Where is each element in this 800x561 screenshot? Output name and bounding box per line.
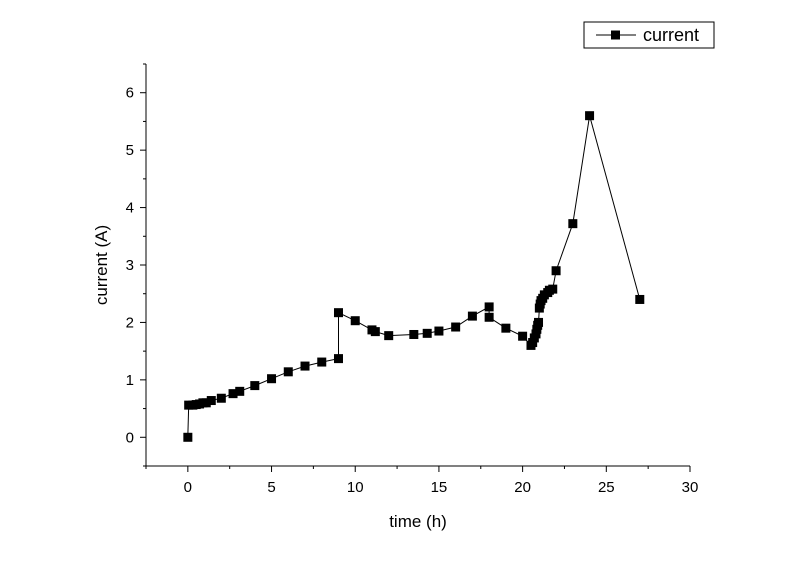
y-tick-label: 3 [126, 257, 134, 274]
x-tick-label: 25 [598, 479, 615, 496]
y-axis-title: current (A) [92, 225, 111, 305]
legend-label: current [643, 25, 699, 45]
data-point [350, 316, 360, 326]
y-tick-label: 2 [126, 314, 134, 331]
data-point [370, 327, 380, 337]
data-point [267, 374, 277, 384]
data-point [422, 328, 432, 338]
x-tick-label: 0 [184, 479, 192, 496]
data-point [206, 396, 216, 406]
data-point [635, 294, 645, 304]
data-point [518, 331, 528, 341]
x-tick-label: 5 [267, 479, 275, 496]
data-point [484, 302, 494, 312]
data-point [484, 312, 494, 322]
data-point [501, 323, 511, 333]
y-tick-label: 0 [126, 429, 134, 446]
x-tick-label: 20 [514, 479, 531, 496]
data-point [235, 386, 245, 396]
data-point [409, 329, 419, 339]
data-point [551, 266, 561, 276]
data-point [534, 317, 544, 327]
y-tick-label: 5 [126, 142, 134, 159]
y-tick-label: 1 [126, 372, 134, 389]
data-point [585, 111, 595, 121]
data-point [228, 389, 238, 399]
data-point [183, 432, 193, 442]
data-point [216, 393, 226, 403]
legend: current [583, 21, 715, 49]
data-point [434, 326, 444, 336]
data-point [384, 331, 394, 341]
data-point [317, 357, 327, 367]
y-tick-label: 6 [126, 85, 134, 102]
legend-marker-square [611, 30, 620, 40]
data-point [548, 284, 558, 294]
data-point [451, 322, 461, 332]
data-point [201, 398, 211, 408]
y-tick-label: 4 [126, 200, 134, 217]
data-point [333, 308, 343, 318]
x-tick-label: 15 [431, 479, 448, 496]
y-ticks: 0 1 2 3 4 5 6 [126, 63, 146, 467]
data-point [531, 329, 541, 339]
data-point [568, 219, 578, 229]
data-point [250, 381, 260, 391]
series-layer [183, 111, 645, 442]
x-tick-label: 30 [682, 479, 699, 496]
x-axis-title: time (h) [389, 512, 447, 531]
plot-frame [145, 64, 690, 467]
x-tick-label: 10 [347, 479, 364, 496]
data-point [300, 361, 310, 371]
data-point [333, 354, 343, 364]
x-ticks: 0 5 10 15 20 25 30 [145, 466, 699, 496]
data-point [467, 311, 477, 321]
data-point [528, 338, 538, 348]
data-point [283, 367, 293, 377]
